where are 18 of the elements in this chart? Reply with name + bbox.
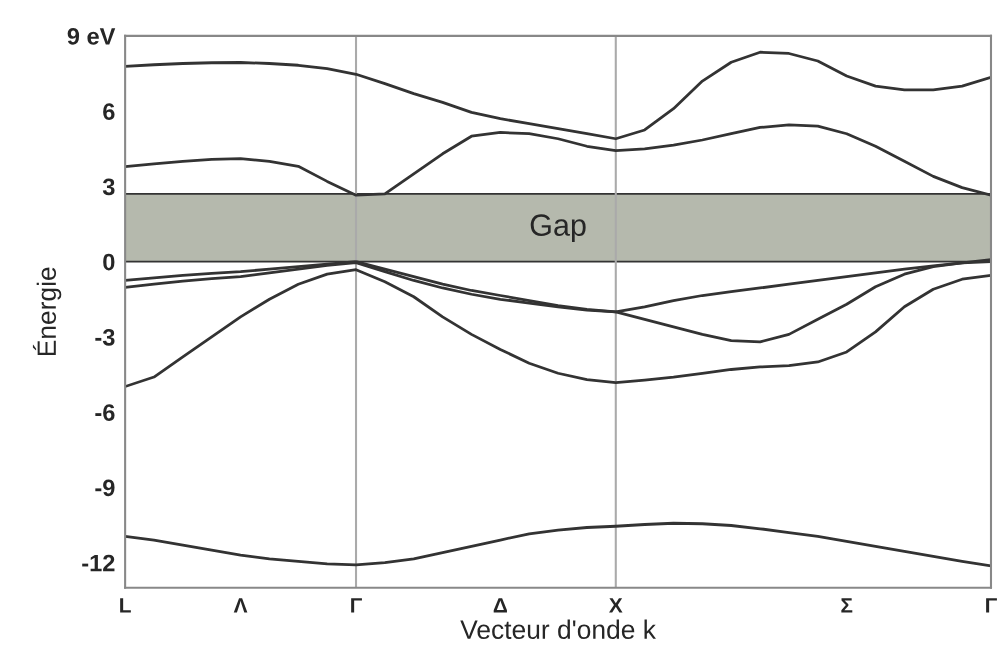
x-tick-label: Γ	[351, 598, 362, 613]
y-tick-label: -9	[95, 479, 115, 497]
y-tick-label: 0	[103, 253, 115, 271]
y-tick-label: -3	[95, 328, 115, 346]
band-label: Gap	[530, 214, 586, 243]
x-tick-label: Δ	[493, 598, 507, 613]
x-tick-label: Λ	[233, 598, 248, 613]
y-axis-title: Énergie	[32, 267, 62, 356]
x-tick-label: Γ	[986, 598, 997, 613]
y-tick-label: 6	[103, 103, 115, 120]
x-axis-title: Vecteur d'onde k	[460, 619, 656, 639]
y-tick-label: -6	[95, 404, 115, 421]
y-tick-label: -12	[82, 554, 115, 572]
x-tick-label: X	[609, 598, 623, 613]
x-tick-label: Σ	[841, 598, 853, 613]
x-tick-label: L	[120, 598, 131, 613]
y-tick-label: 3	[102, 178, 115, 196]
y-tick-label: 9 eV	[67, 27, 116, 45]
